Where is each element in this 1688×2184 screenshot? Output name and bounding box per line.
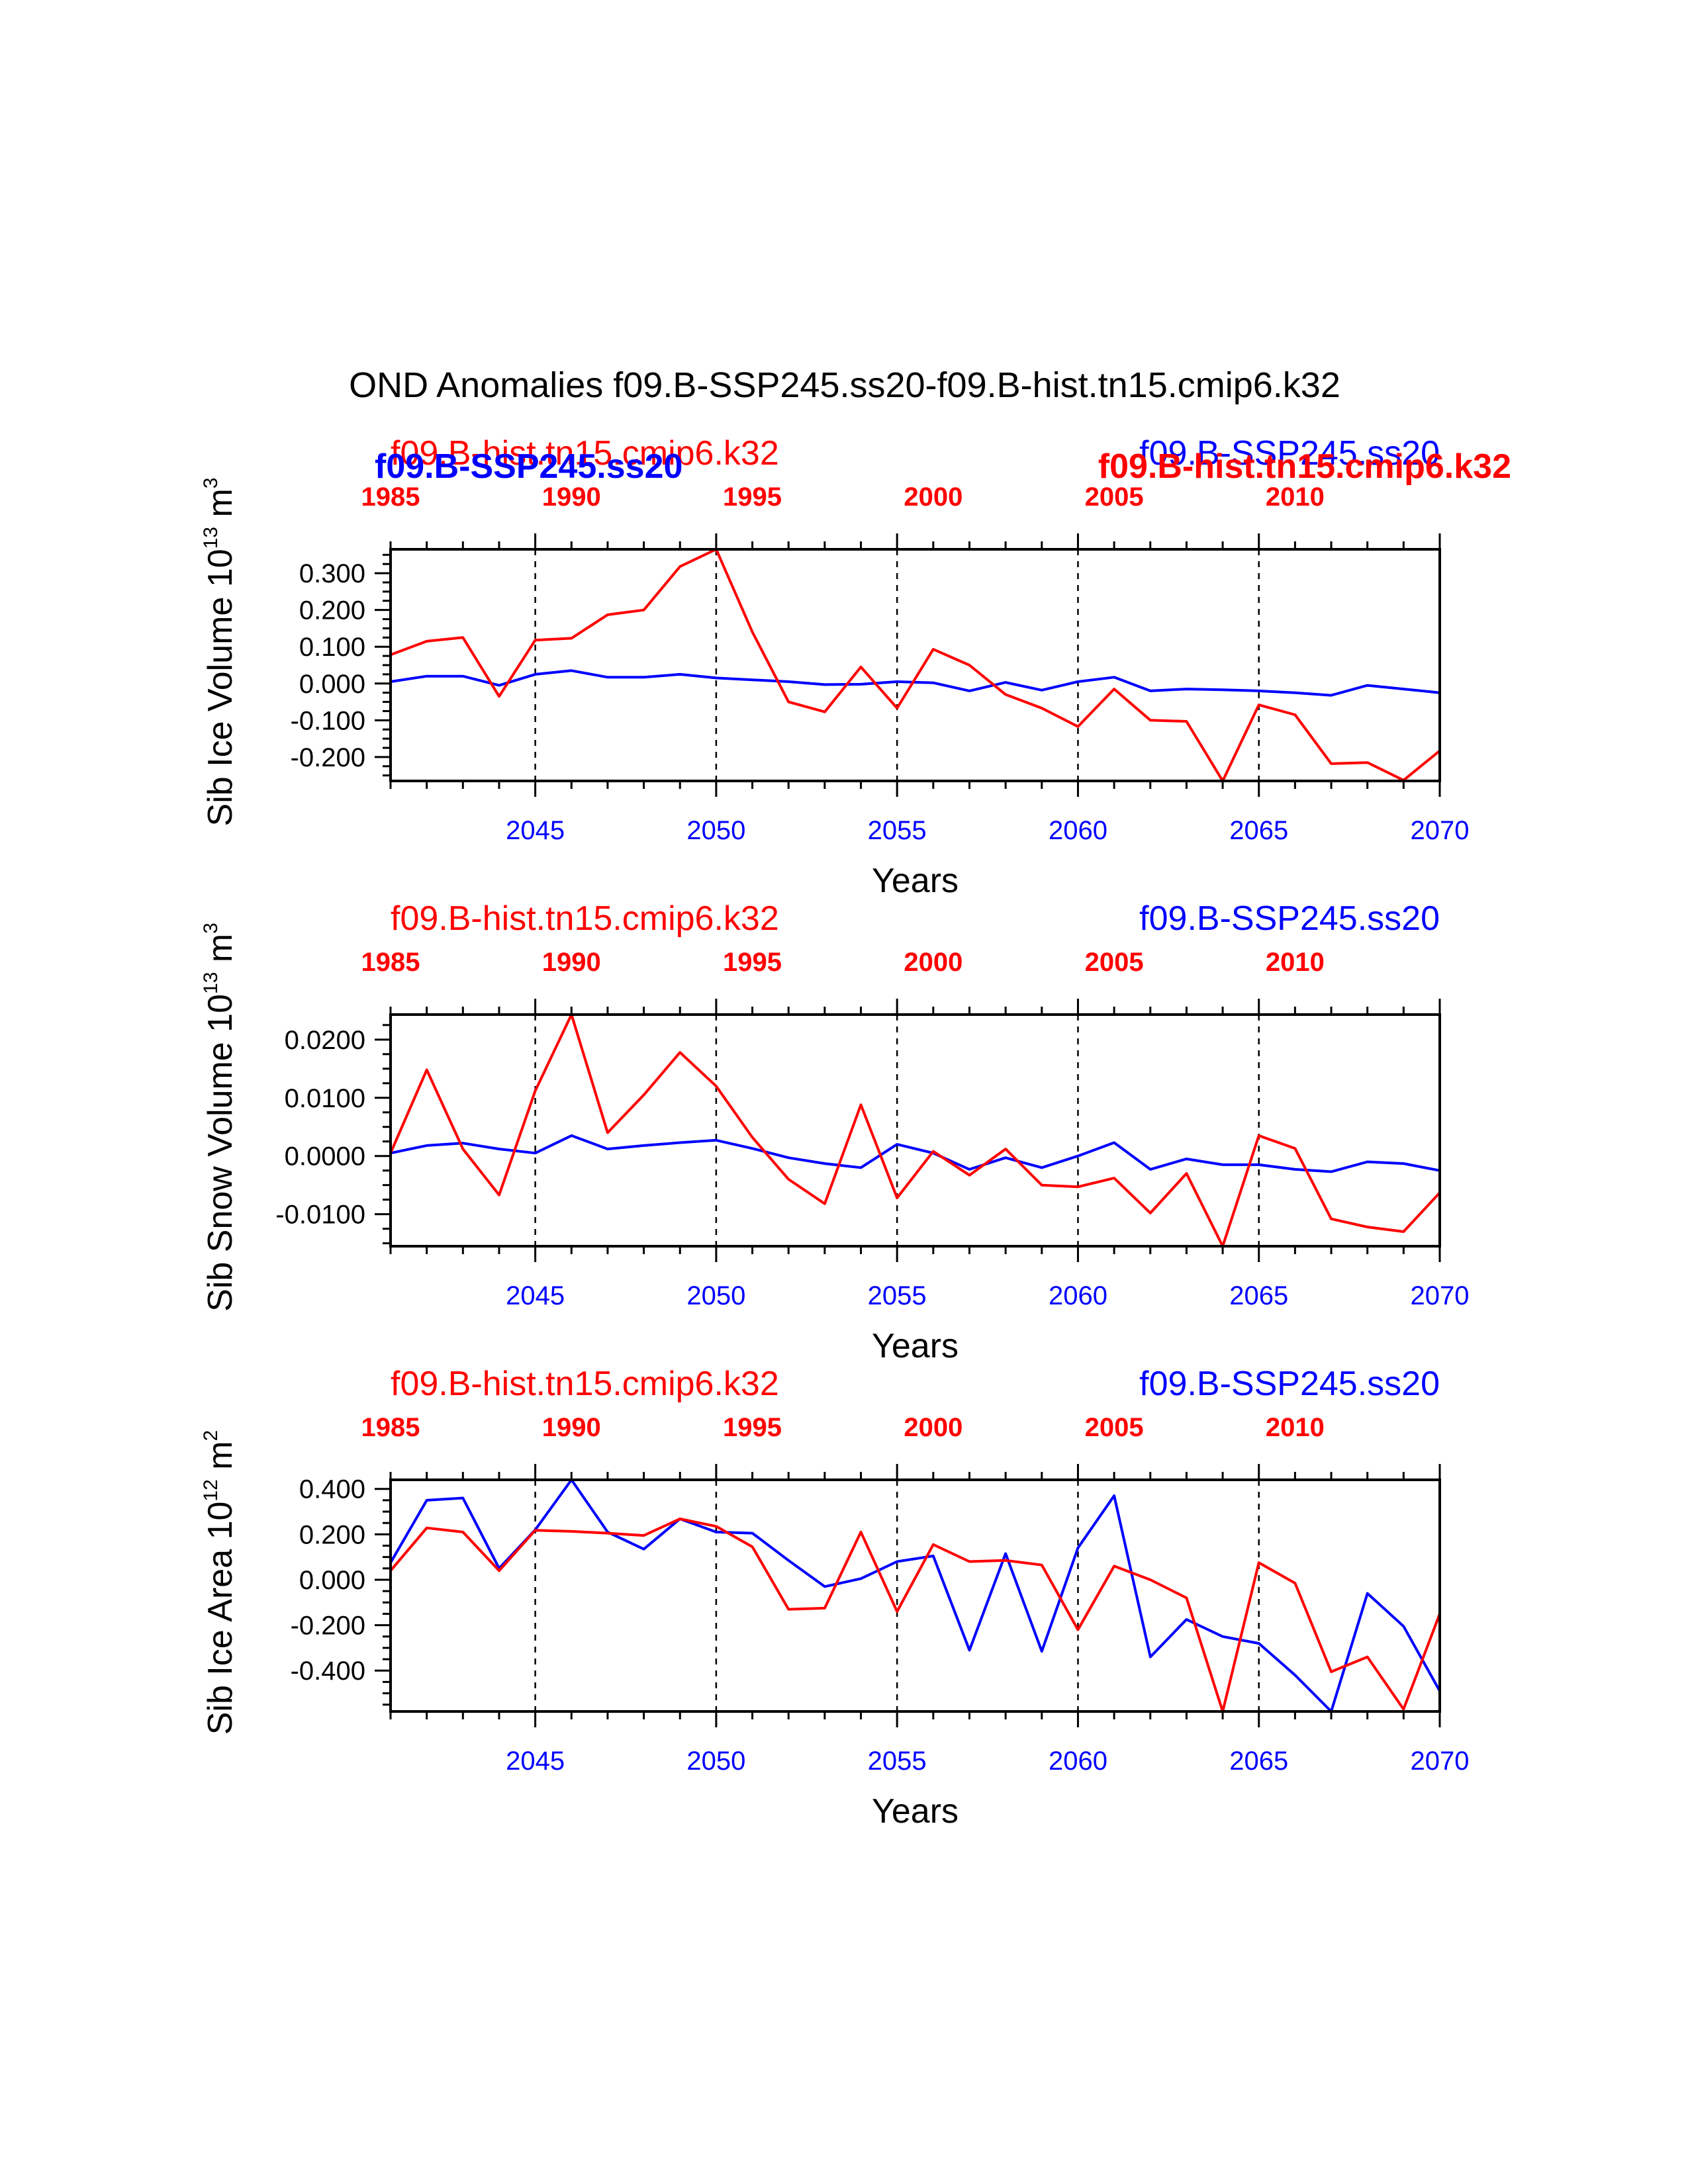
- x-tick-label-top: 2000: [904, 482, 962, 512]
- x-tick-label-bottom: 2045: [506, 1281, 565, 1310]
- y-axis-title-part: Sib Ice Volume 10: [201, 549, 240, 826]
- panel-2: -0.0100 0.0000 0.0100 0.0200 2045 2050 2055 206…: [200, 899, 1469, 1365]
- y-tick-label: -0.200: [291, 743, 365, 772]
- model-label-hist: f09.B-hist.tn15.cmip6.k32: [391, 899, 779, 938]
- x-tick-label-top: 1990: [542, 482, 601, 512]
- y-tick-label: 0.0100: [285, 1084, 365, 1113]
- series-line: [389, 1518, 1441, 1713]
- x-tick-label-top: 1995: [723, 482, 782, 512]
- x-tick-label-bottom: 2055: [868, 1747, 927, 1776]
- x-tick-label-top: 1995: [723, 1413, 782, 1442]
- x-tick-label-bottom: 2070: [1411, 816, 1470, 845]
- y-tick-label: 0.200: [299, 596, 365, 625]
- x-tick-label-bottom: 2065: [1229, 1281, 1288, 1310]
- model-label-overlap-left: f09.B-SSP245.ss20: [375, 447, 682, 486]
- x-tick-label-bottom: 2045: [506, 1747, 565, 1776]
- x-tick-label-top: 2005: [1085, 948, 1144, 977]
- x-tick-label-top: 1990: [542, 1413, 601, 1442]
- x-tick-label-top: 2010: [1266, 1413, 1325, 1442]
- model-label-hist: f09.B-hist.tn15.cmip6.k32: [391, 434, 779, 473]
- y-tick-label: -0.100: [291, 706, 365, 735]
- x-tick-label-bottom: 2055: [868, 1281, 927, 1310]
- x-axis-title: Years: [872, 1327, 959, 1365]
- x-tick-label-top: 2005: [1085, 482, 1144, 512]
- y-tick-label: 0.100: [299, 633, 365, 662]
- x-tick-label-bottom: 2070: [1411, 1747, 1470, 1776]
- y-axis-title-part: m: [201, 1441, 240, 1479]
- model-label-ssp: f09.B-SSP245.ss20: [1139, 899, 1440, 938]
- y-tick-label: 0.000: [299, 1566, 365, 1595]
- y-axis-title-part: Sib Ice Area 10: [201, 1502, 240, 1735]
- panel-1: -0.200 -0.100 0.000 0.100 0.200 0.300 2045 2050…: [200, 434, 1511, 900]
- y-tick-label: 0.200: [299, 1520, 365, 1549]
- y-axis-title-part: 3: [200, 923, 222, 934]
- x-tick-label-top: 2000: [904, 948, 962, 977]
- x-tick-label-bottom: 2065: [1229, 816, 1288, 845]
- y-tick-label: 0.400: [299, 1475, 365, 1504]
- x-tick-label-bottom: 2055: [868, 816, 927, 845]
- y-axis-title-part: m: [201, 934, 240, 972]
- plot-frame: [389, 1479, 1441, 1713]
- y-tick-label: -0.0100: [275, 1201, 365, 1230]
- chart-title: OND Anomalies f09.B-SSP245.ss20-f09.B-hi…: [349, 365, 1340, 405]
- x-tick-label-top: 2005: [1085, 1413, 1144, 1442]
- model-label-overlap-right: f09.B-hist.tn15.cmip6.k32: [1098, 447, 1511, 486]
- x-tick-label-bottom: 2060: [1049, 1747, 1107, 1776]
- y-axis-title-part: 3: [200, 478, 222, 489]
- model-label-ssp: f09.B-SSP245.ss20: [1139, 434, 1440, 473]
- x-axis-title: Years: [872, 1792, 959, 1831]
- x-tick-label-bottom: 2050: [686, 816, 745, 845]
- y-tick-label: 0.0200: [285, 1026, 365, 1055]
- y-axis-title-part: 13: [200, 972, 222, 994]
- x-tick-label-top: 1985: [361, 948, 420, 977]
- x-tick-label-top: 1995: [723, 948, 782, 977]
- y-axis-title-part: 13: [200, 527, 222, 549]
- y-tick-label: -0.400: [291, 1657, 365, 1686]
- y-tick-label: 0.0000: [285, 1142, 365, 1171]
- x-tick-label-bottom: 2070: [1411, 1281, 1470, 1310]
- y-axis-title: Sib Snow Volume 1013 m3: [200, 923, 240, 1312]
- x-tick-label-bottom: 2065: [1229, 1747, 1288, 1776]
- x-axis-title: Years: [872, 862, 959, 900]
- series-line: [390, 548, 1441, 782]
- x-tick-label-top: 2000: [904, 1413, 962, 1442]
- x-tick-label-bottom: 2045: [506, 816, 565, 845]
- y-axis-title-part: m: [201, 488, 240, 527]
- series-line: [389, 1013, 1441, 1248]
- y-axis-title-part: Sib Snow Volume 10: [201, 994, 240, 1312]
- series-line: [390, 1134, 1440, 1173]
- plot-frame: [389, 548, 1441, 782]
- x-tick-label-top: 1985: [361, 1413, 420, 1442]
- x-tick-label-top: 2010: [1266, 482, 1325, 512]
- x-tick-label-bottom: 2050: [686, 1747, 745, 1776]
- series-line: [389, 1479, 1441, 1713]
- y-axis-title: Sib Ice Volume 1013 m3: [200, 478, 240, 827]
- y-axis-title-part: 12: [200, 1479, 222, 1501]
- x-tick-label-bottom: 2050: [686, 1281, 745, 1310]
- model-label-ssp: f09.B-SSP245.ss20: [1139, 1365, 1440, 1403]
- y-axis-title-part: 2: [200, 1430, 222, 1441]
- series-line: [390, 669, 1440, 697]
- y-axis-title: Sib Ice Area 1012 m2: [200, 1430, 240, 1735]
- y-tick-label: 0.000: [299, 670, 365, 699]
- y-tick-label: -0.200: [291, 1612, 365, 1641]
- x-tick-label-bottom: 2060: [1049, 1281, 1107, 1310]
- x-tick-label-top: 1985: [361, 482, 420, 512]
- y-tick-label: 0.300: [299, 559, 365, 588]
- plot-frame: [389, 1013, 1441, 1248]
- x-tick-label-top: 2010: [1266, 948, 1325, 977]
- x-tick-label-bottom: 2060: [1049, 816, 1107, 845]
- x-tick-label-top: 1990: [542, 948, 601, 977]
- model-label-hist: f09.B-hist.tn15.cmip6.k32: [391, 1365, 779, 1403]
- panel-3: -0.400 -0.200 0.000 0.200 0.400 2045 2050 2055 2…: [200, 1365, 1469, 1831]
